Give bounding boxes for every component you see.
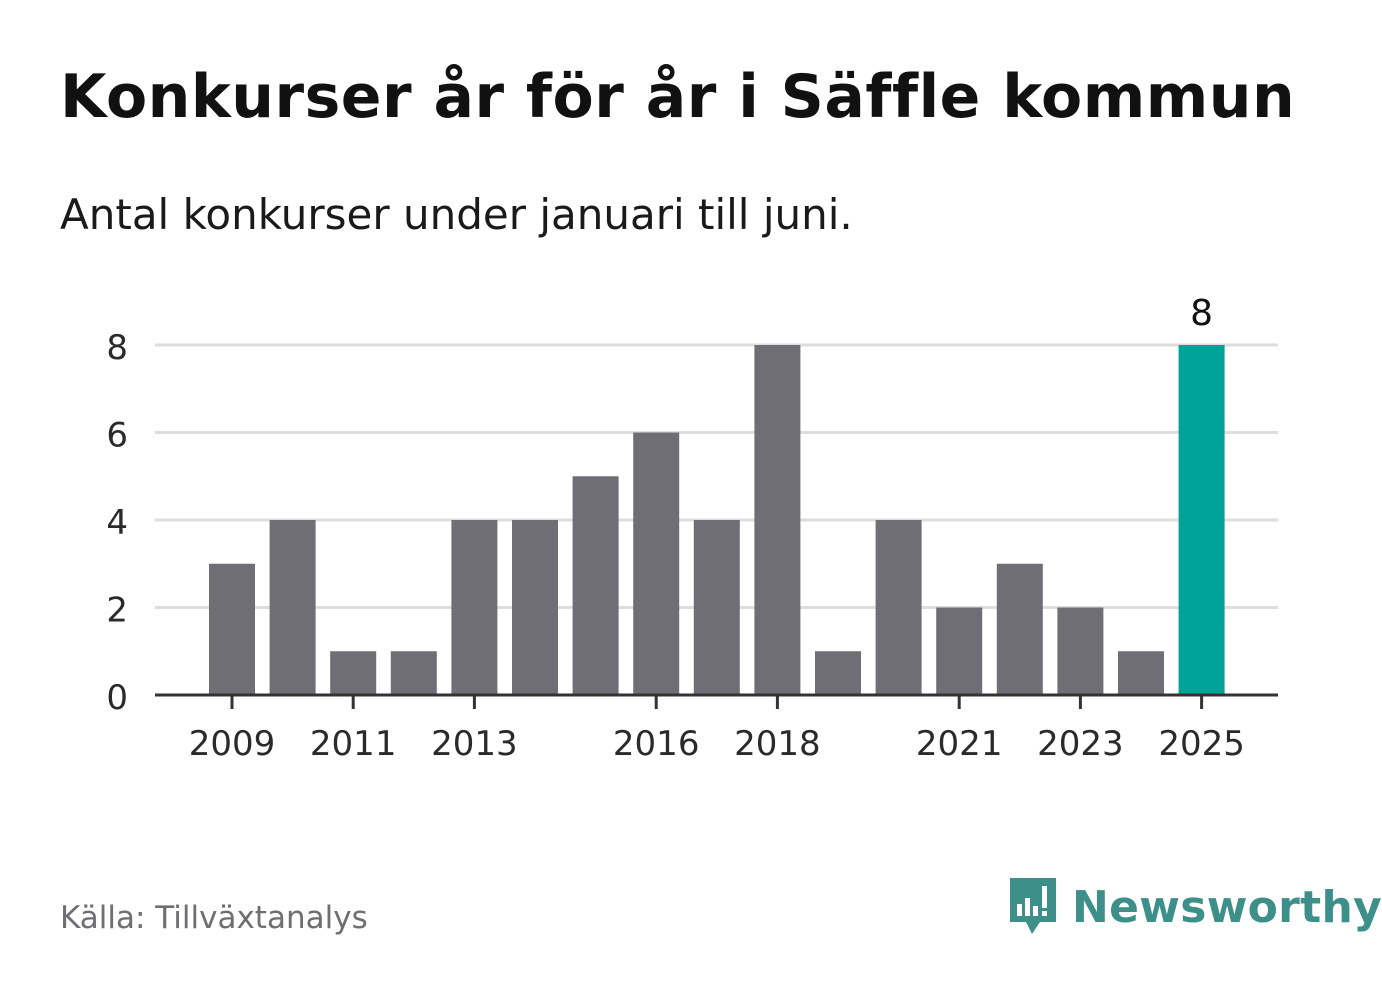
y-tick-label: 2 [106,591,128,631]
chart-title: Konkurser år för år i Säffle kommun [60,62,1296,132]
y-tick-label: 8 [106,328,128,368]
data-label: 8 [1190,293,1213,334]
bars [209,345,1225,695]
bar-2018 [754,345,801,695]
axes [155,693,1278,709]
bar-2014 [512,520,558,695]
bar-2022 [996,563,1043,695]
x-tick-label: 2018 [734,724,821,764]
bar-2011 [330,651,377,695]
x-tick-label: 2016 [613,724,700,764]
bar-2023 [1057,607,1104,695]
bar-2019 [815,651,861,695]
bar-2015 [572,476,619,695]
chart-subtitle: Antal konkurser under januari till juni. [60,190,853,239]
newsworthy-logo-icon [1010,878,1056,934]
bar-2012 [390,651,437,695]
x-tick-label: 2023 [1037,724,1124,764]
labels: 0 2 4 6 8 2009 2011 2013 2016 2018 2021 2023 8 2025 [106,293,1245,764]
bar-2016 [633,432,680,695]
x-tick-label: 2025 [1158,724,1245,764]
y-tick-label: 0 [106,678,128,718]
bar-2020 [875,520,922,695]
bar-highlight-2025 [1178,345,1225,695]
source-note: Källa: Tillväxtanalys [60,900,368,936]
bar-2009 [209,563,255,695]
bar-2010 [269,520,316,695]
bar-2017 [693,520,740,695]
bar-2021 [936,607,983,695]
x-tick-label: 2009 [189,724,276,764]
x-tick-label: 2021 [916,724,1003,764]
y-tick-label: 6 [106,416,128,456]
bar-2013 [451,520,498,695]
x-tick-label: 2011 [310,724,397,764]
bar-2024 [1118,651,1164,695]
brand-logo: Newsworthy [1008,876,1382,938]
bar-chart: 0 2 4 6 8 2009 2011 2013 2016 2018 2021 2023 8 2025 [106,293,1278,764]
y-tick-label: 4 [106,503,128,543]
x-tick-label: 2013 [431,724,518,764]
brand-name: Newsworthy [1072,881,1382,933]
